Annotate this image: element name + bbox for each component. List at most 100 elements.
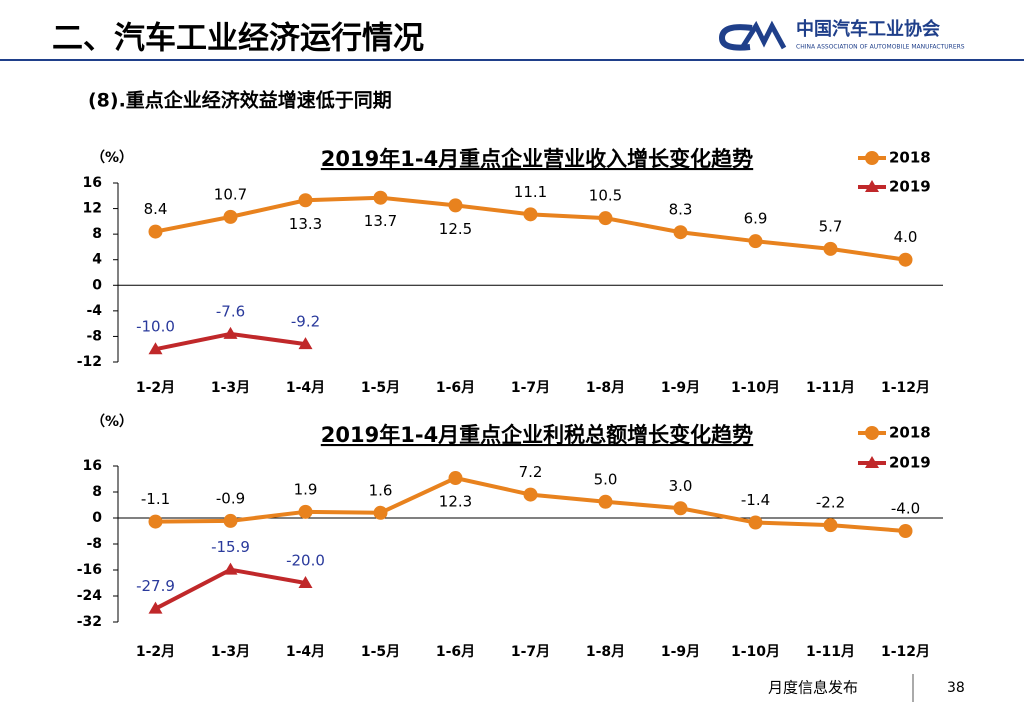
y-tick-label: 0	[92, 510, 102, 526]
marker	[898, 524, 913, 538]
y-tick-label: 16	[83, 175, 102, 191]
x-tick-label: 1-3月	[211, 380, 250, 396]
data-label: 12.5	[439, 220, 472, 238]
data-label: 5.0	[594, 470, 618, 488]
y-axis-label: （%）	[91, 150, 133, 166]
x-tick-label: 1-4月	[286, 380, 325, 396]
legend-marker	[865, 426, 879, 440]
x-tick-label: 1-4月	[286, 644, 325, 660]
data-label: 13.3	[289, 215, 322, 233]
x-tick-label: 1-6月	[436, 380, 475, 396]
data-label: -10.0	[136, 318, 175, 336]
marker	[448, 471, 463, 486]
x-tick-label: 1-3月	[211, 644, 250, 660]
legend-marker	[865, 456, 879, 468]
data-label: -27.9	[136, 577, 175, 595]
legend-label: 2018	[889, 149, 931, 167]
data-label: -15.9	[211, 538, 250, 556]
marker	[748, 234, 763, 249]
x-tick-label: 1-12月	[881, 644, 930, 660]
org-name: 中国汽车工业协会	[796, 18, 940, 40]
logo-mark	[718, 24, 753, 51]
marker	[823, 518, 838, 533]
y-tick-label: -32	[77, 614, 102, 630]
x-tick-label: 1-7月	[511, 380, 550, 396]
data-label: 11.1	[514, 183, 547, 201]
legend-marker	[865, 151, 879, 165]
footer-text: 月度信息发布	[768, 679, 858, 697]
marker	[673, 501, 688, 516]
marker	[223, 209, 238, 224]
x-tick-label: 1-11月	[806, 644, 855, 660]
x-tick-label: 1-2月	[136, 380, 175, 396]
marker	[523, 487, 538, 502]
marker	[748, 515, 763, 530]
marker	[598, 494, 613, 509]
data-label: 10.5	[589, 187, 622, 205]
marker	[298, 504, 313, 519]
data-label: -20.0	[286, 552, 325, 570]
y-tick-label: -8	[86, 328, 102, 344]
legend-label: 2019	[889, 454, 931, 472]
x-tick-label: 1-5月	[361, 380, 400, 396]
data-label: 12.3	[439, 493, 472, 511]
marker	[823, 241, 838, 256]
y-tick-label: 12	[83, 201, 102, 217]
x-tick-label: 1-8月	[586, 644, 625, 660]
y-tick-label: -24	[77, 588, 103, 604]
marker	[148, 514, 163, 529]
y-tick-label: 0	[92, 277, 102, 293]
data-label: 8.4	[144, 200, 168, 218]
data-label: 10.7	[214, 185, 247, 203]
marker	[223, 326, 238, 339]
x-tick-label: 1-11月	[806, 380, 855, 396]
marker	[673, 225, 688, 240]
org-name-en: CHINA ASSOCIATION OF AUTOMOBILE MANUFACT…	[796, 44, 965, 51]
chart-title: 2019年1-4月重点企业营业收入增长变化趋势	[321, 147, 753, 171]
x-tick-label: 1-6月	[436, 644, 475, 660]
data-label: 13.7	[364, 212, 397, 230]
logo	[718, 20, 787, 51]
legend-marker	[865, 180, 879, 192]
data-label: -1.1	[141, 490, 170, 508]
marker	[148, 342, 163, 355]
marker	[148, 601, 163, 614]
marker	[898, 252, 913, 267]
y-tick-label: 16	[83, 458, 102, 474]
data-label: -0.9	[216, 489, 245, 507]
x-tick-label: 1-7月	[511, 644, 550, 660]
y-tick-label: 4	[92, 252, 102, 268]
x-tick-label: 1-10月	[731, 380, 780, 396]
x-tick-label: 1-8月	[586, 380, 625, 396]
data-label: 1.6	[369, 481, 393, 499]
data-label: 7.2	[519, 463, 543, 481]
y-tick-label: 8	[92, 484, 102, 500]
y-tick-label: -16	[77, 562, 102, 578]
page-number: 38	[947, 680, 965, 696]
x-tick-label: 1-12月	[881, 380, 930, 396]
x-tick-label: 1-5月	[361, 644, 400, 660]
legend-label: 2019	[889, 178, 931, 196]
x-tick-label: 1-10月	[731, 644, 780, 660]
data-label: -2.2	[816, 494, 845, 512]
marker	[298, 576, 313, 588]
y-axis-label: （%）	[91, 414, 133, 430]
x-tick-label: 1-9月	[661, 380, 700, 396]
marker	[148, 224, 163, 239]
data-label: -4.0	[891, 500, 920, 518]
marker	[598, 211, 613, 226]
marker	[298, 193, 313, 208]
data-label: -9.2	[291, 313, 320, 331]
slide-title: 二、汽车工业经济运行情况	[52, 21, 424, 57]
data-label: -7.6	[216, 302, 245, 320]
x-tick-label: 1-2月	[136, 644, 175, 660]
chart-title: 2019年1-4月重点企业利税总额增长变化趋势	[321, 423, 753, 447]
data-label: -1.4	[741, 491, 770, 509]
data-label: 1.9	[294, 480, 318, 498]
marker	[298, 337, 313, 350]
marker	[223, 562, 238, 575]
marker	[373, 190, 388, 205]
y-tick-label: -4	[86, 303, 102, 319]
